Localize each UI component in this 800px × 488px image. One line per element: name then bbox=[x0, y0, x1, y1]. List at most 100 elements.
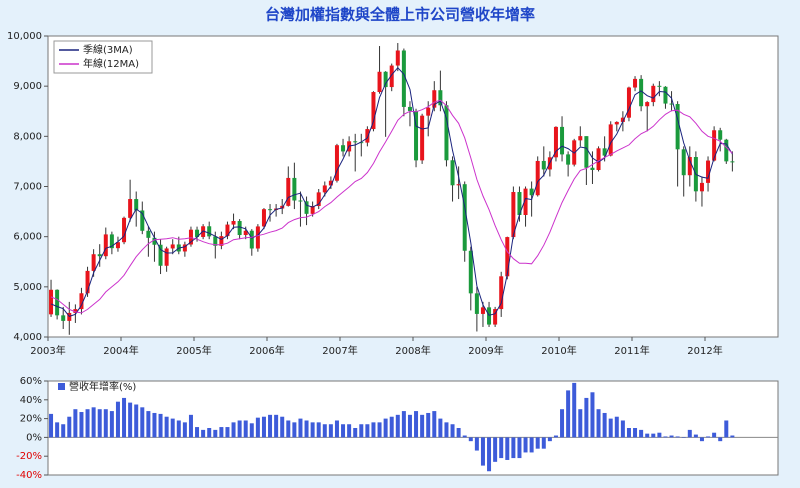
bar bbox=[261, 416, 266, 438]
candle-body bbox=[188, 229, 193, 245]
bar bbox=[347, 424, 352, 438]
x-tick-label: 2011年 bbox=[614, 344, 649, 357]
candle-body bbox=[268, 209, 273, 211]
x-tick-label: 2003年 bbox=[30, 344, 65, 357]
candle-body bbox=[432, 90, 437, 108]
bar bbox=[626, 428, 631, 438]
bar bbox=[128, 402, 133, 438]
bar bbox=[274, 414, 279, 438]
bar bbox=[231, 422, 236, 438]
candle-body bbox=[182, 244, 187, 252]
bar bbox=[334, 420, 339, 438]
bar bbox=[164, 416, 169, 438]
legend-label: 營收年增率(%) bbox=[69, 380, 136, 393]
y-tick-label: 4,000 bbox=[13, 332, 42, 343]
bar bbox=[170, 418, 175, 438]
bar bbox=[237, 420, 242, 438]
bar bbox=[590, 392, 595, 438]
candle-body bbox=[626, 87, 631, 118]
candle-body bbox=[395, 50, 400, 66]
x-tick-label: 2008年 bbox=[395, 344, 430, 357]
bar bbox=[596, 409, 601, 438]
legend-box bbox=[53, 40, 153, 74]
candle-body bbox=[79, 293, 84, 310]
y-tick-label: 9,000 bbox=[13, 81, 42, 92]
candle-body bbox=[310, 206, 315, 214]
bar bbox=[657, 432, 662, 438]
bar bbox=[547, 437, 552, 442]
candle-body bbox=[474, 293, 479, 314]
bar bbox=[316, 422, 321, 438]
candle-body bbox=[541, 160, 546, 170]
candle-body bbox=[596, 148, 601, 170]
legend-label: 季線(3MA) bbox=[83, 43, 133, 56]
candle-body bbox=[73, 309, 78, 313]
y-tick-label: 20% bbox=[20, 414, 42, 425]
candle-body bbox=[237, 221, 242, 236]
candle-body bbox=[712, 130, 717, 161]
bar bbox=[225, 427, 230, 438]
candle-body bbox=[699, 182, 704, 192]
y-tick-label: -40% bbox=[16, 470, 42, 481]
bar bbox=[219, 427, 224, 438]
bar bbox=[115, 401, 120, 438]
candle-body bbox=[134, 199, 139, 211]
bar bbox=[55, 422, 60, 438]
bar bbox=[365, 424, 370, 438]
candle-body bbox=[292, 177, 297, 201]
bar bbox=[134, 404, 139, 438]
bar bbox=[182, 422, 187, 438]
bar bbox=[663, 436, 668, 438]
candle-body bbox=[140, 210, 145, 231]
candle-body bbox=[706, 160, 711, 183]
bar bbox=[645, 433, 650, 438]
bar bbox=[371, 422, 376, 438]
bar bbox=[681, 437, 686, 438]
y-tick-label: 7,000 bbox=[13, 182, 42, 193]
candle-body bbox=[450, 160, 455, 186]
y-tick-label: 8,000 bbox=[13, 131, 42, 142]
candle-body bbox=[499, 276, 504, 310]
candle-body bbox=[614, 121, 619, 125]
candle-body bbox=[718, 130, 723, 140]
bar bbox=[61, 424, 66, 438]
bar bbox=[614, 416, 619, 438]
candle-body bbox=[438, 90, 443, 106]
candle-body bbox=[85, 270, 90, 294]
candle-body bbox=[207, 226, 212, 237]
bar bbox=[444, 422, 449, 438]
bar bbox=[122, 397, 127, 438]
bar bbox=[560, 409, 565, 438]
candle-body bbox=[377, 71, 382, 93]
bar bbox=[322, 424, 327, 438]
bar bbox=[456, 428, 461, 438]
y-tick-label: 6,000 bbox=[13, 232, 42, 243]
candle-body bbox=[517, 192, 522, 215]
candle-body bbox=[91, 254, 96, 271]
y-tick-label: 10,000 bbox=[7, 31, 42, 42]
bar bbox=[401, 411, 406, 438]
candle-body bbox=[261, 209, 266, 227]
bar bbox=[718, 437, 723, 442]
candle-body bbox=[401, 50, 406, 107]
plot-area bbox=[47, 35, 779, 338]
candle-body bbox=[128, 199, 133, 218]
candle-body bbox=[298, 200, 303, 202]
bar bbox=[407, 414, 412, 438]
candle-body bbox=[681, 149, 686, 176]
candle-body bbox=[249, 230, 254, 249]
bar bbox=[268, 414, 273, 438]
candle-body bbox=[243, 230, 248, 236]
candle-body bbox=[61, 315, 66, 321]
bar bbox=[249, 423, 254, 438]
bar bbox=[633, 428, 638, 438]
bar bbox=[584, 397, 589, 438]
bar bbox=[158, 413, 163, 438]
candle-body bbox=[146, 230, 151, 238]
candle-body bbox=[420, 115, 425, 161]
candle-body bbox=[480, 307, 485, 314]
candle-body bbox=[584, 136, 589, 168]
bar bbox=[675, 436, 680, 438]
candle-body bbox=[505, 237, 510, 277]
